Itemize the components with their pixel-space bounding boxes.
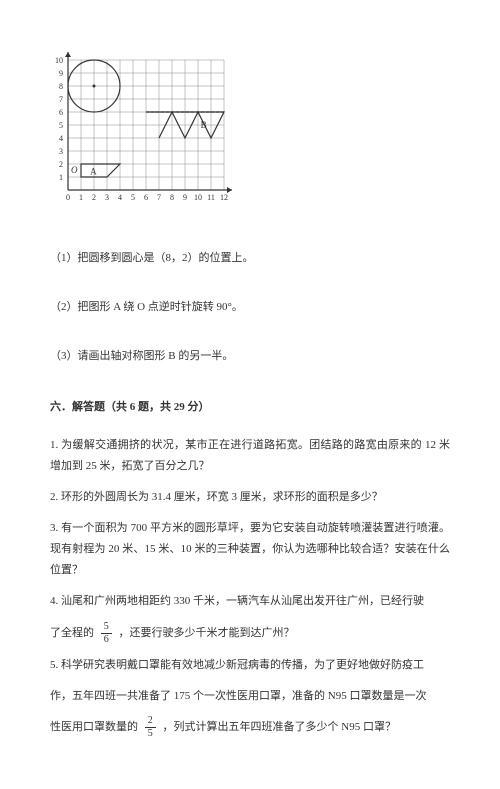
svg-text:12: 12 (220, 193, 228, 202)
svg-text:1: 1 (59, 173, 63, 182)
fraction-num: 5 (101, 622, 112, 634)
svg-text:10: 10 (194, 193, 202, 202)
svg-text:5: 5 (131, 193, 135, 202)
problem-4-cont: 了全程的 5 6 ，还要行驶多少千米才能到达广州？ (50, 622, 450, 645)
svg-text:4: 4 (118, 193, 122, 202)
svg-text:6: 6 (144, 193, 148, 202)
problem-2: 2. 环形的外圆周长为 31.4 厘米，环宽 3 厘米，求环形的面积是多少？ (50, 487, 450, 508)
svg-text:11: 11 (207, 193, 215, 202)
svg-text:10: 10 (55, 56, 63, 65)
section-heading: 六．解答题（共 6 题，共 29 分） (50, 397, 450, 418)
problem-5-line3: 性医用口罩数量的 2 5 ，列式计算出五年四班准备了多少个 N95 口罩？ (50, 716, 450, 739)
svg-text:7: 7 (59, 95, 63, 104)
svg-text:8: 8 (59, 82, 63, 91)
problem-5-part-c: 性医用口罩数量的 (50, 722, 138, 734)
svg-text:6: 6 (59, 108, 63, 117)
problem-1: 1. 为缓解交通拥挤的状况，某市正在进行道路拓宽。团结路的路宽由原来的 12 米… (50, 435, 450, 477)
fraction-5-6: 5 6 (101, 622, 112, 645)
problem-4: 4. 汕尾和广州两地相距约 330 千米，一辆汽车从汕尾出发开往广州，已经行驶 (50, 591, 450, 612)
question-3: （3）请画出轴对称图形 B 的另一半。 (50, 346, 450, 367)
grid-svg: 012345678910111212345678910AOB (50, 40, 250, 210)
svg-text:8: 8 (170, 193, 174, 202)
svg-text:A: A (90, 166, 97, 176)
grid-diagram: 012345678910111212345678910AOB (50, 40, 450, 218)
svg-text:0: 0 (66, 193, 70, 202)
svg-text:3: 3 (59, 147, 63, 156)
svg-text:O: O (71, 165, 78, 175)
problem-3: 3. 有一个面积为 700 平方米的圆形草坪，要为它安装自动旋转喷灌装置进行喷灌… (50, 518, 450, 581)
problem-5-part-d: ，列式计算出五年四班准备了多少个 N95 口罩？ (163, 722, 396, 734)
svg-text:5: 5 (59, 121, 63, 130)
fraction-num: 2 (145, 716, 156, 728)
problem-4-part-c: ，还要行驶多少千米才能到达广州？ (119, 627, 295, 639)
problem-5-line1: 5. 科学研究表明戴口罩能有效地减少新冠病毒的传播，为了更好地做好防疫工 (50, 655, 450, 676)
fraction-den: 5 (145, 728, 156, 739)
svg-text:9: 9 (59, 69, 63, 78)
question-2: （2）把图形 A 绕 O 点逆时针旋转 90°。 (50, 297, 450, 318)
problem-5-line2: 作，五年四班一共准备了 175 个一次性医用口罩，准备的 N95 口罩数量是一次 (50, 686, 450, 707)
svg-text:4: 4 (59, 134, 63, 143)
svg-text:B: B (201, 120, 207, 130)
problem-4-part-b: 了全程的 (50, 627, 94, 639)
svg-text:7: 7 (157, 193, 161, 202)
svg-text:1: 1 (79, 193, 83, 202)
problem-4-line1: 4. 汕尾和广州两地相距约 330 千米，一辆汽车从汕尾出发开往广州，已经行驶 (50, 595, 424, 607)
question-1: （1）把圆移到圆心是（8，2）的位置上。 (50, 248, 450, 269)
fraction-2-5: 2 5 (145, 716, 156, 739)
svg-text:2: 2 (59, 160, 63, 169)
svg-text:9: 9 (183, 193, 187, 202)
svg-text:3: 3 (105, 193, 109, 202)
fraction-den: 6 (101, 634, 112, 645)
svg-text:2: 2 (92, 193, 96, 202)
